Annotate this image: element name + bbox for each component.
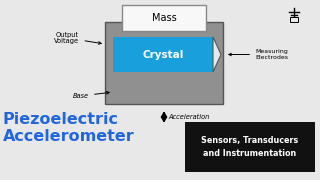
FancyBboxPatch shape xyxy=(105,22,223,104)
Text: Crystal: Crystal xyxy=(142,50,184,60)
FancyBboxPatch shape xyxy=(122,5,206,31)
FancyBboxPatch shape xyxy=(185,122,315,172)
Text: Measuring
Electrodes: Measuring Electrodes xyxy=(229,49,288,60)
Text: Piezoelectric
Accelerometer: Piezoelectric Accelerometer xyxy=(3,112,135,144)
Text: Output
Voltage: Output Voltage xyxy=(54,31,101,44)
Text: Acceleration: Acceleration xyxy=(168,114,209,120)
Text: Base: Base xyxy=(73,91,109,99)
Polygon shape xyxy=(213,37,221,72)
FancyBboxPatch shape xyxy=(290,17,298,22)
Text: Mass: Mass xyxy=(152,13,176,23)
Text: Sensors, Transducers
and Instrumentation: Sensors, Transducers and Instrumentation xyxy=(201,136,299,158)
FancyBboxPatch shape xyxy=(113,37,213,72)
